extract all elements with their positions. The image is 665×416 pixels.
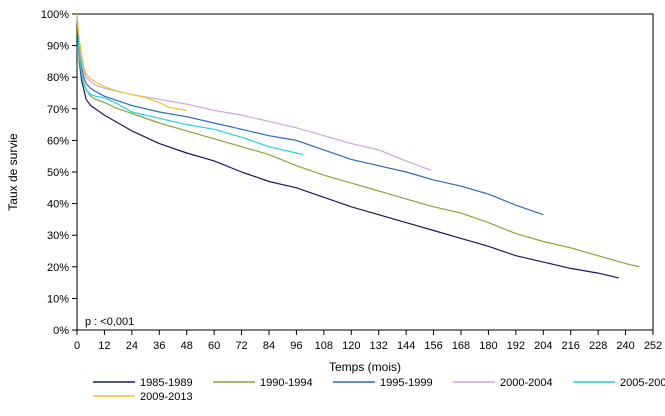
x-tick-label: 12 [98,340,110,352]
series-line-1990-1994 [76,13,640,268]
legend-label: 2005-2008 [620,377,665,389]
y-axis: 0% 10% 20% 30% 40% 50% 60% 70% 80% 90% 100% [41,9,77,337]
y-tick-label: 30% [47,230,69,242]
x-tick-label: 84 [263,340,275,352]
x-tick-label: 216 [562,340,580,352]
y-axis-title: Taux de survie [6,133,20,211]
y-tick-label: 50% [47,167,69,179]
series-line-2009-2013 [76,13,187,111]
x-tick-label: 240 [616,340,634,352]
x-tick-label: 168 [452,340,470,352]
x-tick-label: 144 [397,340,415,352]
x-tick-label: 96 [290,340,302,352]
legend-label: 1985-1989 [140,377,193,389]
x-tick-label: 24 [126,340,138,352]
x-tick-label: 36 [153,340,165,352]
plot-frame [76,13,654,331]
y-tick-label: 100% [41,9,69,21]
y-tick-label: 40% [47,199,69,211]
legend-label: 2000-2004 [500,377,553,389]
x-tick-label: 132 [370,340,388,352]
x-tick-label: 180 [479,340,497,352]
legend-label: 1995-1999 [380,377,433,389]
x-tick-label: 108 [315,340,333,352]
x-tick-label: 204 [534,340,552,352]
y-tick-label: 80% [47,72,69,84]
series-lines [76,13,640,279]
x-tick-label: 192 [507,340,525,352]
x-tick-label: 156 [424,340,442,352]
x-tick-label: 0 [74,340,80,352]
y-tick-label: 70% [47,104,69,116]
x-tick-label: 120 [342,340,360,352]
y-tick-label: 90% [47,41,69,53]
x-axis-title: Temps (mois) [329,360,401,374]
series-line-2000-2004 [76,13,432,171]
x-tick-label: 60 [208,340,220,352]
x-tick-label: 228 [589,340,607,352]
x-tick-label: 48 [181,340,193,352]
y-tick-label: 60% [47,135,69,147]
legend: 1985-1989 1990-1994 1995-1999 2000-2004 2005… [93,377,665,403]
x-tick-label: 252 [644,340,662,352]
series-line-2005-2008 [76,13,304,156]
legend-label: 2009-2013 [140,391,193,403]
series-line-1995-1999 [76,13,544,216]
p-value-annotation: p : <0,001 [85,316,134,328]
y-tick-label: 10% [47,293,69,305]
x-axis: 0 12 24 36 48 60 72 84 96 108 120 132 144 156 168 180 19… [74,330,662,352]
y-tick-label: 0% [53,325,69,337]
series-line-1985-1989 [76,13,619,279]
legend-label: 1990-1994 [260,377,313,389]
x-tick-label: 72 [235,340,247,352]
y-tick-label: 20% [47,262,69,274]
